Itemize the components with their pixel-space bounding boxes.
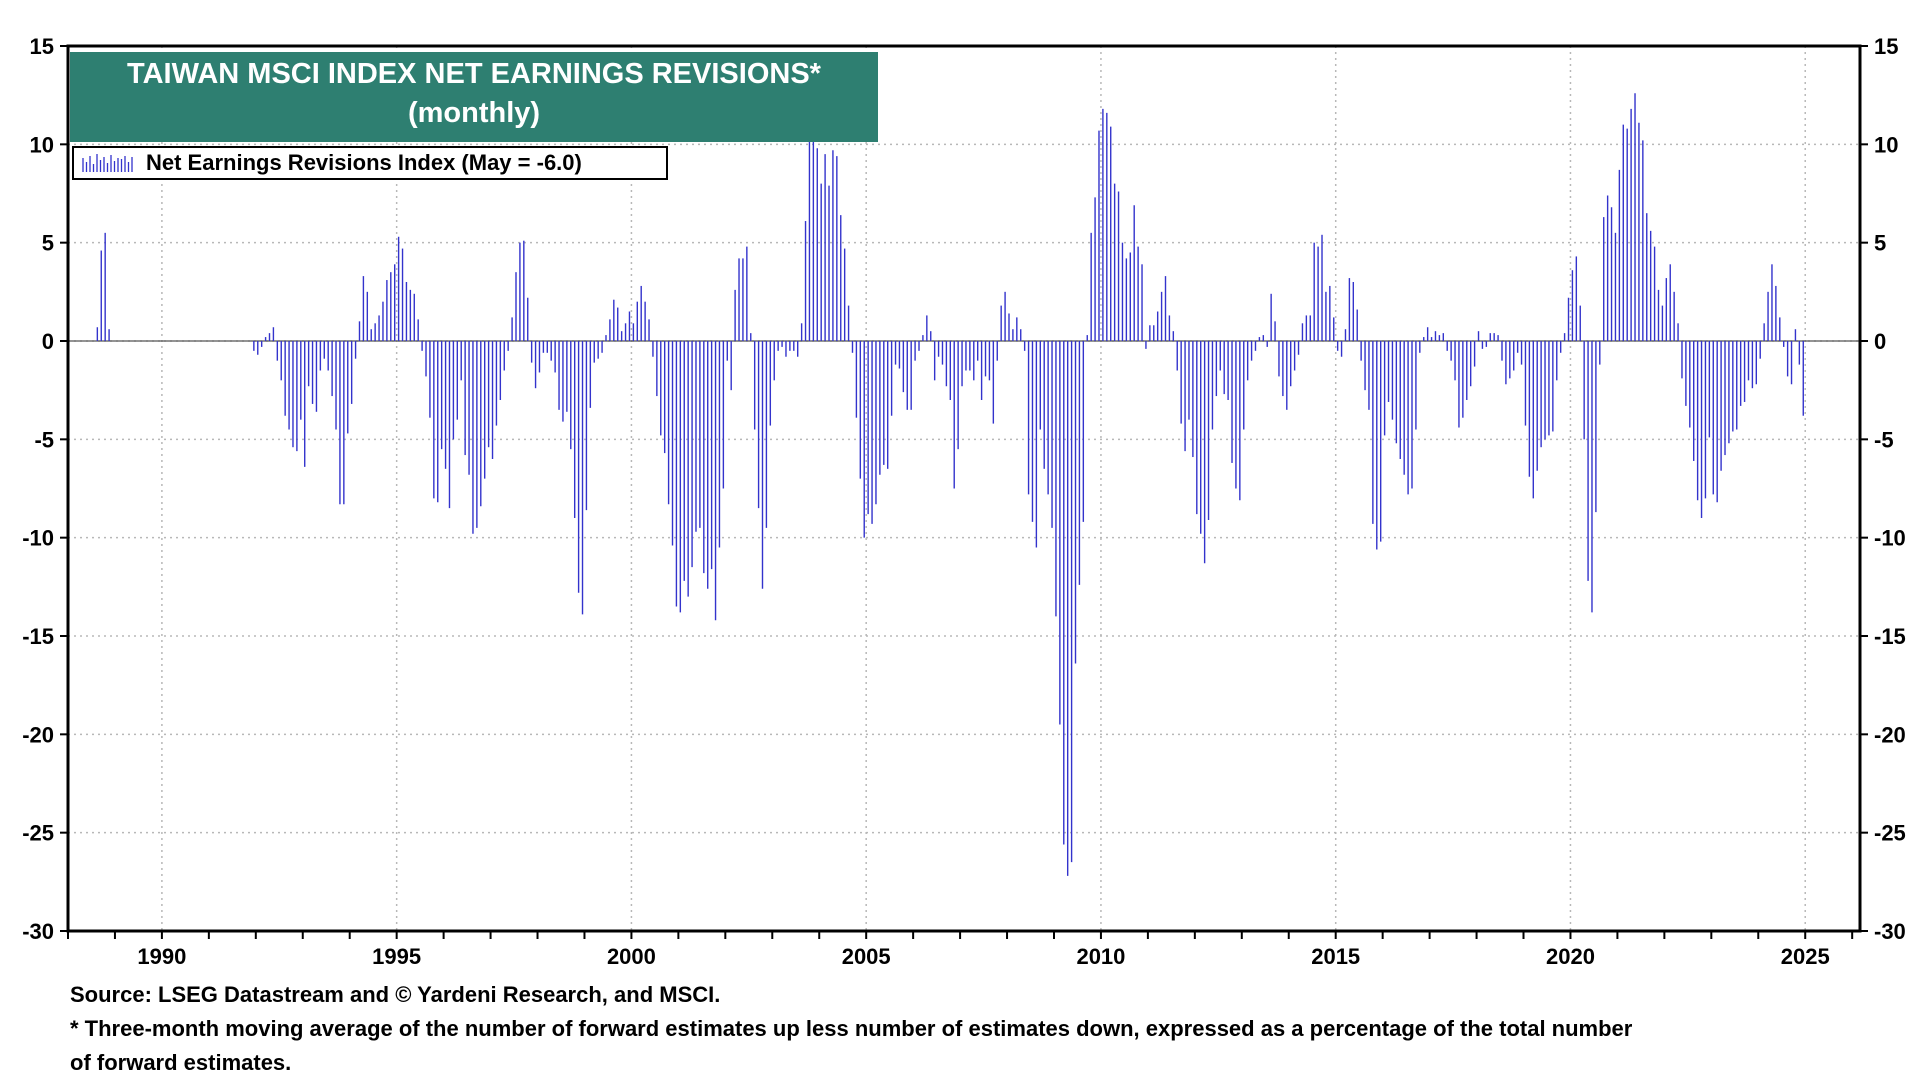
bars xyxy=(96,93,1804,876)
y-tick-label-left: 15 xyxy=(30,34,54,59)
y-tick-label-right: 10 xyxy=(1874,132,1898,157)
ticks: 15 15 10 10 5 5 0 0 -5 -5 -10 -10 -15 -15 -20 -20 -25 -25… xyxy=(22,34,1906,969)
x-tick-label: 1990 xyxy=(137,944,186,969)
y-tick-label-right: -20 xyxy=(1874,722,1906,747)
x-tick-label: 2020 xyxy=(1546,944,1595,969)
y-tick-label-right: 5 xyxy=(1874,231,1886,256)
y-tick-label-left: -25 xyxy=(22,821,54,846)
y-tick-label-left: -30 xyxy=(22,919,54,944)
y-tick-label-left: 5 xyxy=(42,231,54,256)
y-tick-label-left: -10 xyxy=(22,526,54,551)
x-tick-label: 2025 xyxy=(1781,944,1830,969)
y-tick-label-left: -20 xyxy=(22,722,54,747)
y-tick-label-right: -15 xyxy=(1874,624,1906,649)
legend-label: Net Earnings Revisions Index (May = -6.0… xyxy=(146,150,582,175)
y-tick-label-left: -5 xyxy=(34,427,54,452)
y-tick-label-left: -15 xyxy=(22,624,54,649)
y-tick-label-right: -5 xyxy=(1874,427,1894,452)
chart-title-box: TAIWAN MSCI INDEX NET EARNINGS REVISIONS… xyxy=(70,52,878,142)
chart-title: TAIWAN MSCI INDEX NET EARNINGS REVISIONS… xyxy=(127,58,821,90)
x-tick-label: 2010 xyxy=(1076,944,1125,969)
plot-frame xyxy=(66,44,1862,933)
y-tick-label-left: 0 xyxy=(42,329,54,354)
x-tick-label: 1995 xyxy=(372,944,421,969)
legend-swatch xyxy=(82,154,133,172)
y-tick-label-right: 0 xyxy=(1874,329,1886,354)
y-tick-label-right: 15 xyxy=(1874,34,1898,59)
legend: Net Earnings Revisions Index (May = -6.0… xyxy=(72,146,668,180)
y-tick-label-right: -25 xyxy=(1874,821,1906,846)
source-note: Source: LSEG Datastream and © Yardeni Re… xyxy=(70,982,721,1007)
footnote-line-1: * Three-month moving average of the numb… xyxy=(70,1016,1633,1041)
y-tick-label-right: -10 xyxy=(1874,526,1906,551)
x-tick-label: 2015 xyxy=(1311,944,1360,969)
x-tick-label: 2000 xyxy=(607,944,656,969)
x-tick-label: 2005 xyxy=(842,944,891,969)
chart-subtitle: (monthly) xyxy=(407,97,541,129)
y-tick-label-left: 10 xyxy=(30,132,54,157)
y-tick-label-right: -30 xyxy=(1874,919,1906,944)
footnote-line-2: of forward estimates. xyxy=(70,1050,292,1075)
